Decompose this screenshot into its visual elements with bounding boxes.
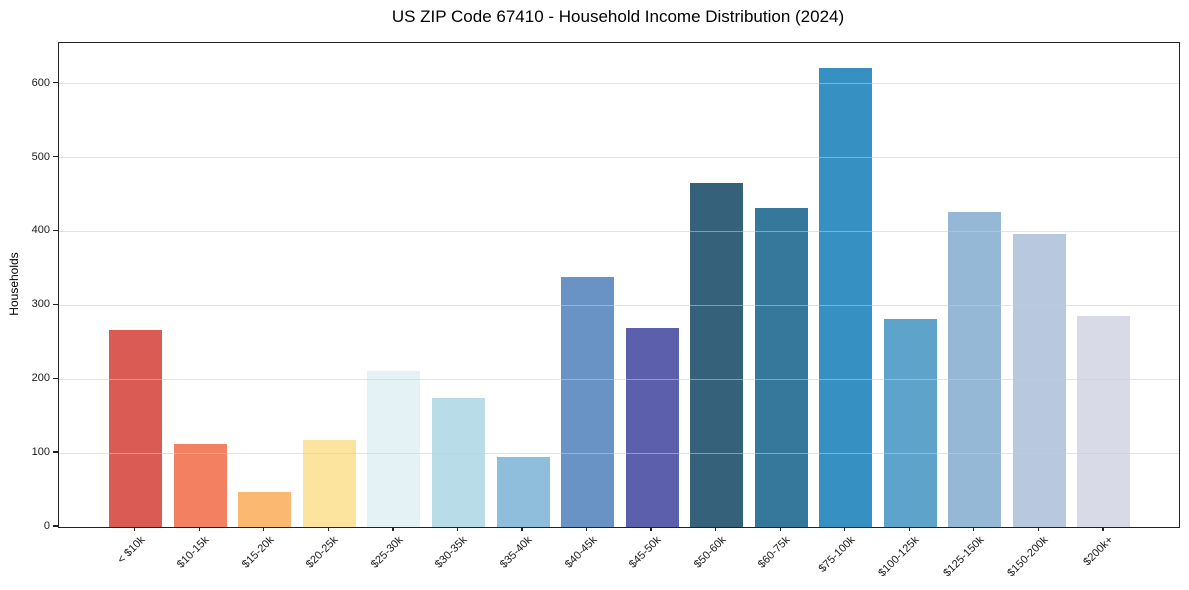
x-tick-mark-$25-30k	[392, 527, 394, 531]
y-tick-mark-500	[53, 155, 58, 158]
y-tick-label-600: 600	[31, 76, 50, 89]
bar-$45-50k	[625, 327, 679, 527]
gridline-300	[59, 304, 1179, 306]
x-tick-label-< $10k: < $10k	[115, 534, 148, 567]
bar-$125-150k	[948, 211, 1002, 527]
y-tick-mark-400	[53, 229, 58, 232]
y-tick-mark-100	[53, 451, 58, 453]
y-tick-label-200: 200	[31, 372, 50, 385]
x-tick-mark-< $10k	[134, 527, 136, 531]
bar-$100-125k	[883, 318, 937, 527]
x-tick-mark-$15-20k	[263, 527, 265, 531]
bar-< $10k	[109, 330, 163, 527]
x-tick-mark-$10-15k	[198, 527, 200, 531]
gridline-400	[59, 230, 1179, 232]
bar-$75-100k	[819, 68, 873, 527]
bar-$10-15k	[173, 443, 227, 527]
y-tick-mark-0	[53, 525, 58, 527]
gridline-600	[59, 83, 1179, 85]
x-tick-mark-$50-60k	[715, 527, 717, 531]
x-tick-mark-$150-200k	[1037, 527, 1040, 531]
y-tick-mark-600	[53, 81, 58, 84]
x-tick-mark-$35-40k	[521, 527, 523, 531]
x-tick-mark-$75-100k	[844, 527, 846, 531]
gridline-500	[59, 157, 1179, 159]
x-tick-mark-$20-25k	[327, 527, 329, 531]
bar-$20-25k	[302, 439, 356, 527]
y-tick-label-300: 300	[31, 298, 50, 311]
gridline-100	[59, 452, 1179, 454]
y-tick-mark-300	[53, 303, 58, 305]
chart-title: US ZIP Code 67410 - Household Income Dis…	[391, 7, 845, 26]
x-tick-mark-$60-75k	[779, 527, 781, 531]
y-tick-label-100: 100	[31, 446, 50, 459]
bar-$50-60k	[690, 182, 744, 527]
x-tick-mark-$200k+	[1102, 527, 1104, 531]
y-tick-label-0: 0	[43, 520, 50, 532]
x-tick-mark-$45-50k	[650, 527, 652, 531]
y-tick-label-400: 400	[31, 224, 50, 237]
y-tick-mark-200	[53, 377, 58, 379]
x-tick-mark-$100-125k	[908, 527, 910, 531]
bar-$25-30k	[367, 371, 421, 527]
bar-$35-40k	[496, 456, 550, 527]
bar-$200k+	[1077, 315, 1131, 527]
gridline-200	[59, 378, 1179, 380]
x-tick-mark-$30-35k	[456, 527, 459, 531]
x-tick-mark-$40-45k	[585, 527, 588, 531]
y-tick-label-500: 500	[31, 150, 50, 163]
bar-$15-20k	[238, 491, 292, 527]
bar-$30-35k	[431, 397, 485, 527]
x-tick-mark-$125-150k	[973, 527, 975, 531]
bar-$150-200k	[1012, 234, 1066, 527]
bar-$40-45k	[561, 276, 615, 527]
bar-$60-75k	[754, 207, 808, 527]
plot-area	[58, 42, 1180, 528]
